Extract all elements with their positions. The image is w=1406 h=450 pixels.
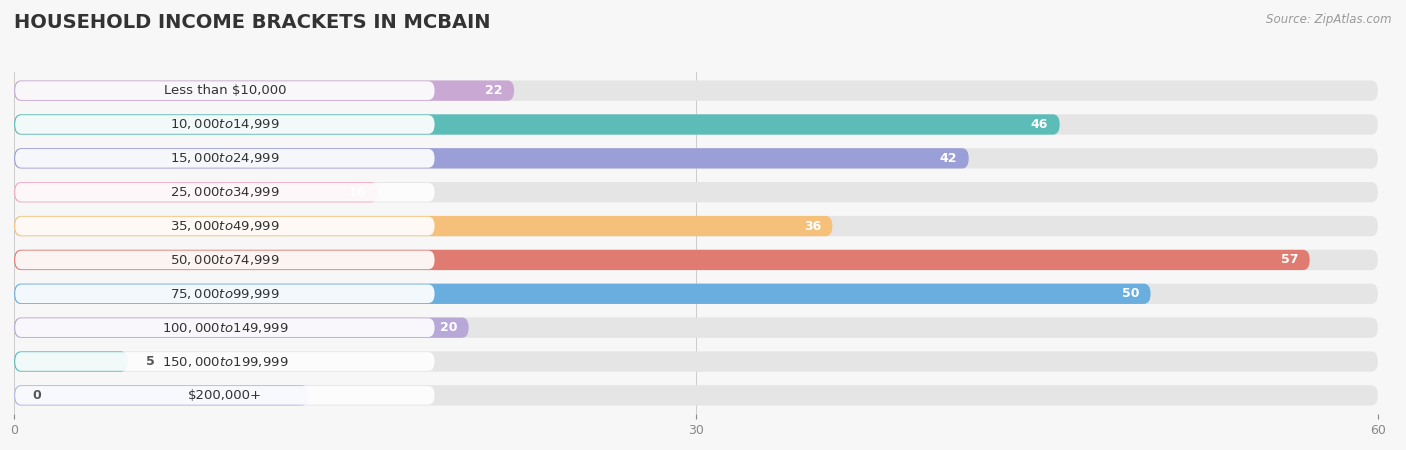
FancyBboxPatch shape [14, 148, 1378, 168]
Text: $10,000 to $14,999: $10,000 to $14,999 [170, 117, 280, 131]
Text: 22: 22 [485, 84, 503, 97]
Text: 50: 50 [1122, 287, 1139, 300]
FancyBboxPatch shape [15, 183, 434, 202]
Text: 16: 16 [349, 186, 367, 199]
FancyBboxPatch shape [14, 318, 468, 338]
Text: $15,000 to $24,999: $15,000 to $24,999 [170, 151, 280, 165]
FancyBboxPatch shape [15, 352, 434, 371]
FancyBboxPatch shape [14, 148, 969, 168]
FancyBboxPatch shape [14, 284, 1378, 304]
FancyBboxPatch shape [15, 217, 434, 235]
Text: HOUSEHOLD INCOME BRACKETS IN MCBAIN: HOUSEHOLD INCOME BRACKETS IN MCBAIN [14, 14, 491, 32]
Text: $35,000 to $49,999: $35,000 to $49,999 [170, 219, 280, 233]
FancyBboxPatch shape [14, 250, 1309, 270]
FancyBboxPatch shape [14, 250, 1378, 270]
FancyBboxPatch shape [14, 351, 1378, 372]
FancyBboxPatch shape [15, 284, 434, 303]
Text: $200,000+: $200,000+ [188, 389, 262, 402]
FancyBboxPatch shape [14, 385, 1378, 405]
Text: $25,000 to $34,999: $25,000 to $34,999 [170, 185, 280, 199]
FancyBboxPatch shape [15, 318, 434, 337]
Text: Source: ZipAtlas.com: Source: ZipAtlas.com [1267, 14, 1392, 27]
FancyBboxPatch shape [14, 284, 1150, 304]
FancyBboxPatch shape [14, 216, 832, 236]
Text: 0: 0 [32, 389, 41, 402]
Text: $150,000 to $199,999: $150,000 to $199,999 [162, 355, 288, 369]
Text: 57: 57 [1281, 253, 1298, 266]
FancyBboxPatch shape [14, 114, 1060, 135]
FancyBboxPatch shape [14, 182, 1378, 202]
FancyBboxPatch shape [15, 115, 434, 134]
FancyBboxPatch shape [14, 351, 128, 372]
Text: 46: 46 [1031, 118, 1049, 131]
FancyBboxPatch shape [14, 81, 515, 101]
FancyBboxPatch shape [14, 216, 1378, 236]
Text: $50,000 to $74,999: $50,000 to $74,999 [170, 253, 280, 267]
Text: Less than $10,000: Less than $10,000 [163, 84, 287, 97]
Text: 20: 20 [440, 321, 457, 334]
FancyBboxPatch shape [14, 385, 308, 405]
Text: $100,000 to $149,999: $100,000 to $149,999 [162, 321, 288, 335]
FancyBboxPatch shape [15, 251, 434, 269]
Text: 42: 42 [939, 152, 957, 165]
FancyBboxPatch shape [14, 81, 1378, 101]
Text: 5: 5 [146, 355, 155, 368]
FancyBboxPatch shape [14, 318, 1378, 338]
FancyBboxPatch shape [14, 182, 378, 202]
FancyBboxPatch shape [14, 114, 1378, 135]
Text: 36: 36 [804, 220, 821, 233]
FancyBboxPatch shape [15, 386, 434, 405]
FancyBboxPatch shape [15, 149, 434, 168]
Text: $75,000 to $99,999: $75,000 to $99,999 [170, 287, 280, 301]
FancyBboxPatch shape [15, 81, 434, 100]
